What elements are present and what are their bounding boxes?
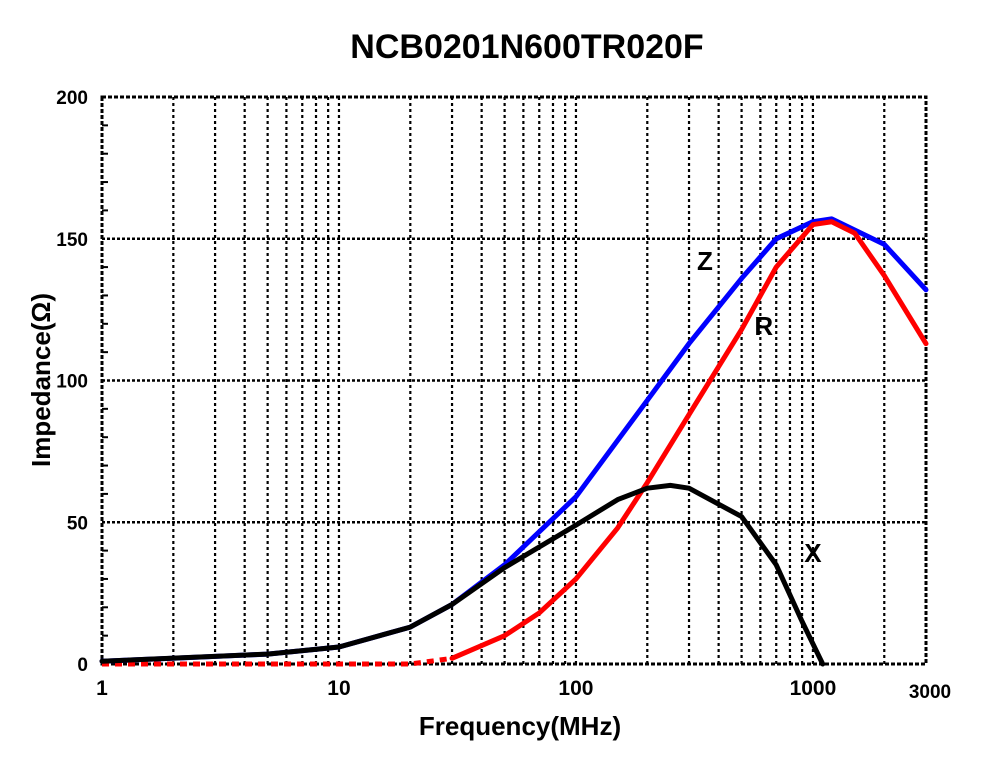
y-axis-label: Impedance(Ω) (26, 293, 56, 467)
series-label-z: Z (697, 246, 713, 276)
x-tick-label: 100 (558, 677, 593, 700)
y-tick-label: 200 (56, 88, 88, 109)
y-tick-label: 0 (77, 655, 88, 676)
series-label-x: X (804, 538, 822, 568)
x-tick-label: 3000 (909, 682, 951, 703)
series-line-x (99, 482, 826, 667)
x-axis-label: Frequency(MHz) (419, 711, 621, 741)
y-tick-label: 150 (56, 230, 88, 251)
y-tick-label: 100 (56, 372, 88, 393)
x-tick-label: 10 (327, 677, 350, 700)
chart-title: NCB0201N600TR020F (350, 28, 703, 66)
plot-frame (100, 95, 928, 666)
x-tick-label: 1000 (790, 677, 837, 700)
series-line-r-low (102, 655, 453, 667)
x-tick-label: 1 (96, 677, 108, 700)
series-line-r (449, 219, 929, 661)
series-label-r: R (754, 311, 773, 341)
y-tick-label: 50 (67, 513, 88, 534)
